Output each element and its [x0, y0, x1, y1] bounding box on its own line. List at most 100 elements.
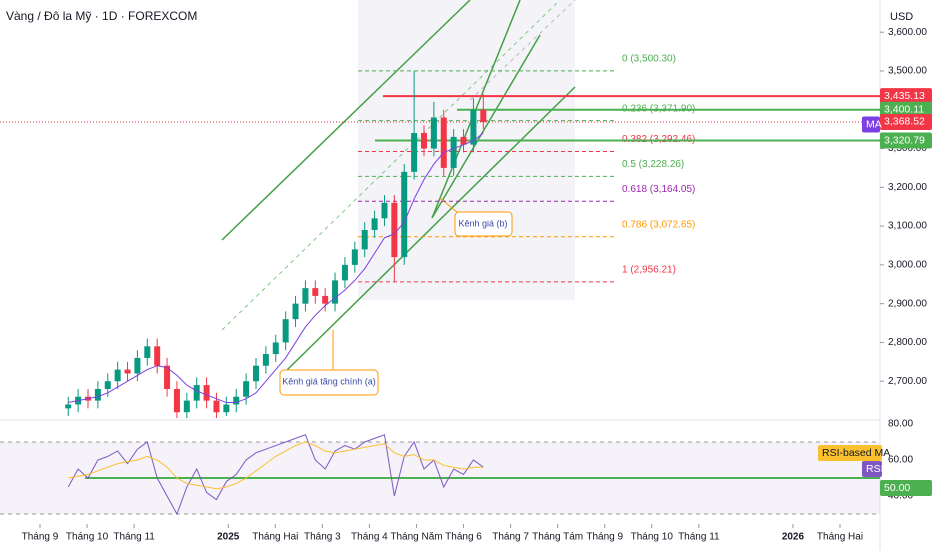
x-tick-label: Tháng Hai [252, 532, 298, 543]
y-tick-label: 2,900.00 [888, 298, 927, 309]
candle-body [213, 400, 220, 413]
rsi-mid-badge-bg [880, 480, 932, 497]
price-badge: 3,400.11 [884, 103, 924, 115]
y-tick-label: 3,000.00 [888, 260, 927, 271]
candle-body [341, 264, 348, 281]
candle-body [272, 342, 279, 355]
price-badge-bg [880, 88, 932, 105]
candle-body [371, 218, 378, 230]
candle-body [65, 404, 72, 409]
candle-body [430, 117, 437, 149]
channel-mid [221, 0, 561, 331]
candle-body [292, 303, 299, 320]
x-tick-label: Tháng 9 [22, 532, 59, 543]
x-tick-label: Tháng 7 [492, 532, 529, 543]
annotation: Kênh giá (b) [458, 218, 507, 228]
y-tick-label: 3,200.00 [888, 182, 927, 193]
price-badge: 3,435.13 [884, 90, 925, 102]
fib-label: 0.786 (3,072.65) [622, 219, 695, 230]
candle-body [114, 369, 121, 382]
channel-line [221, 0, 471, 241]
y-tick-label: 2,800.00 [888, 337, 927, 348]
currency: USD [890, 11, 913, 23]
candle-body [253, 365, 259, 382]
y-tick-label: 3,600.00 [888, 27, 927, 38]
fib-label: 1 (2,956.21) [622, 264, 676, 275]
annotation-box [454, 211, 513, 237]
candle-body [322, 295, 329, 304]
candle-body [282, 319, 289, 343]
y-tick-label: 3,300.00 [888, 143, 927, 154]
candle-body [302, 288, 309, 304]
candle-body [470, 109, 477, 145]
price-badge: 3,368.52 [884, 116, 925, 128]
connector [439, 197, 459, 214]
candle-body [351, 249, 358, 265]
x-tick-label: 2025 [217, 532, 240, 543]
candle-body [361, 229, 368, 250]
candle-body [233, 396, 240, 405]
candle-body [223, 404, 230, 413]
x-tick-label: Tháng 6 [445, 532, 482, 543]
x-tick-label: Tháng 9 [586, 532, 623, 543]
rsi-tick-label: 40.00 [888, 491, 913, 502]
channel-line [431, 34, 541, 219]
rsi-ma-badge-bg [818, 445, 882, 461]
annotation: Kênh giá tăng chính (a) [282, 376, 376, 386]
candle-body [391, 202, 398, 258]
x-tick-label: Tháng Tám [532, 532, 583, 543]
rsi-badge-bg [862, 461, 882, 477]
candle-body [411, 133, 418, 172]
candle-body [312, 288, 319, 296]
fib-label: 0.618 (3,164.05) [622, 184, 695, 195]
candle-body [173, 388, 180, 413]
candle-body [183, 400, 190, 413]
y-tick-label: 3,100.00 [888, 221, 927, 232]
chart-title: Vàng / Đô la Mỹ · 1D · FOREXCOM [6, 9, 197, 23]
x-tick-label: Tháng 11 [113, 532, 155, 543]
candle-body [460, 136, 467, 145]
x-tick-label: 2026 [782, 532, 805, 543]
candle-body [154, 346, 161, 366]
candle-body [193, 385, 200, 401]
candle-body [262, 354, 269, 366]
x-tick-label: Tháng 4 [351, 532, 388, 543]
price-badge-bg [880, 113, 932, 130]
fib-area [358, 0, 575, 300]
price-badge-bg [880, 101, 932, 118]
fib-label: 0.5 (3,228.26) [622, 159, 684, 170]
x-tick-label: Tháng 3 [304, 532, 341, 543]
y-tick-label: 3,500.00 [888, 66, 927, 77]
annotation-box [279, 369, 379, 396]
rsi-tick-label: 60.00 [888, 455, 913, 466]
candle-body [104, 381, 111, 389]
y-tick-label: 2,700.00 [888, 376, 927, 387]
rsi-tick-label: 80.00 [888, 419, 913, 430]
price-badge: 3,320.79 [884, 134, 925, 146]
candle-body [480, 109, 487, 123]
rsi-badge: RSI [866, 463, 884, 475]
ma-line [68, 132, 484, 404]
candle-body [124, 369, 131, 374]
x-tick-label: Tháng Hai [817, 532, 863, 543]
rsi-ma-badge: RSI-based MA [822, 447, 890, 459]
candle-body [401, 171, 408, 258]
x-tick-label: Tháng Năm [390, 532, 442, 543]
candle-body [332, 280, 339, 304]
candle-body [164, 365, 171, 389]
candle-body [421, 133, 427, 149]
candle-body [144, 346, 151, 358]
x-tick-label: Tháng 10 [631, 532, 674, 543]
channel-line [284, 86, 576, 373]
channel-mid [469, 0, 576, 101]
rsi-mid-badge: 50.00 [884, 482, 910, 494]
price-badge-bg [880, 132, 932, 149]
candle-body [94, 388, 101, 401]
channels [221, 0, 576, 396]
x-tick-label: Tháng 10 [66, 532, 109, 543]
x-tick-label: Tháng 11 [678, 532, 720, 543]
candle-body [440, 117, 447, 168]
candle-body [134, 357, 141, 374]
